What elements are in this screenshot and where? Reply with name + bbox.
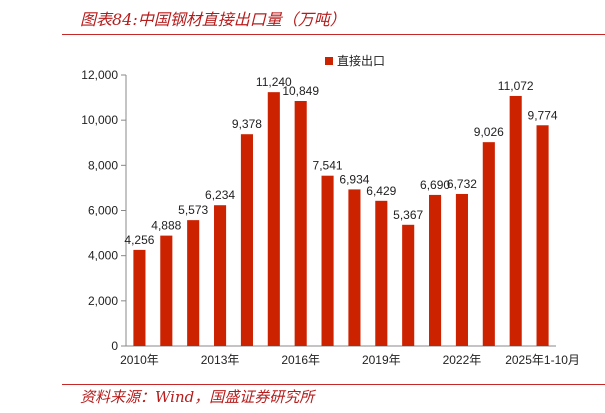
bar bbox=[536, 125, 549, 346]
y-tick-label: 10,000 bbox=[81, 113, 118, 127]
y-tick-label: 6,000 bbox=[88, 204, 118, 218]
bar bbox=[160, 235, 173, 346]
bar bbox=[214, 205, 227, 346]
x-tick-label: 2019年 bbox=[362, 353, 401, 367]
bar bbox=[402, 224, 415, 346]
bar-value-label: 5,573 bbox=[178, 203, 208, 217]
bar-value-label: 6,690 bbox=[420, 178, 450, 192]
bar bbox=[375, 200, 388, 346]
bar-value-label: 11,240 bbox=[256, 75, 292, 89]
bar-value-label: 10,849 bbox=[282, 84, 319, 98]
source-rule bbox=[62, 384, 605, 385]
bar bbox=[133, 249, 146, 346]
bar bbox=[348, 189, 361, 346]
y-tick-label: 2,000 bbox=[88, 294, 118, 308]
title-rule bbox=[62, 34, 605, 35]
legend: 直接出口 bbox=[325, 53, 385, 68]
bar bbox=[240, 134, 253, 346]
bar bbox=[482, 142, 495, 346]
bar bbox=[321, 175, 334, 346]
figure-source: 资料来源：Wind，国盛证券研究所 bbox=[80, 388, 315, 406]
bar-value-label: 9,026 bbox=[474, 125, 504, 139]
x-tick-label: 2016年 bbox=[281, 353, 320, 367]
legend-swatch bbox=[325, 57, 333, 65]
bar-value-label: 5,367 bbox=[393, 208, 423, 222]
bar-value-label: 7,541 bbox=[313, 159, 343, 173]
figure-title: 图表84:中国钢材直接出口量（万吨） bbox=[80, 10, 346, 29]
bar-value-label: 6,234 bbox=[205, 188, 235, 202]
x-tick-label: 2013年 bbox=[201, 353, 240, 367]
bars bbox=[133, 92, 549, 347]
y-tick-label: 4,000 bbox=[88, 249, 118, 263]
x-tick-label: 2025年1-10月 bbox=[505, 353, 580, 367]
x-tick-labels: 2010年 2013年 2016年 2019年 2022年 2025年1-10月 bbox=[120, 353, 580, 367]
x-tick-label: 2022年 bbox=[443, 353, 482, 367]
bar bbox=[509, 95, 522, 346]
bar-value-label: 9,378 bbox=[232, 117, 262, 131]
y-tick-label: 8,000 bbox=[88, 158, 118, 172]
bar bbox=[455, 193, 468, 346]
y-tick-label: 0 bbox=[111, 339, 118, 353]
bar-value-label: 9,774 bbox=[528, 108, 558, 122]
bar-value-label: 11,072 bbox=[498, 79, 534, 93]
bar bbox=[429, 194, 442, 346]
bar-value-label: 6,732 bbox=[447, 177, 477, 191]
bar bbox=[267, 92, 280, 346]
y-tick-label: 12,000 bbox=[81, 68, 118, 82]
bar-value-label: 6,429 bbox=[366, 184, 396, 198]
bar bbox=[294, 100, 307, 347]
x-tick-label: 2010年 bbox=[120, 353, 159, 367]
bar-value-label: 4,888 bbox=[151, 219, 181, 233]
legend-label: 直接出口 bbox=[337, 53, 385, 68]
bar-value-label: 6,934 bbox=[339, 172, 369, 186]
bar bbox=[187, 220, 200, 346]
bar-value-label: 4,256 bbox=[124, 233, 154, 247]
